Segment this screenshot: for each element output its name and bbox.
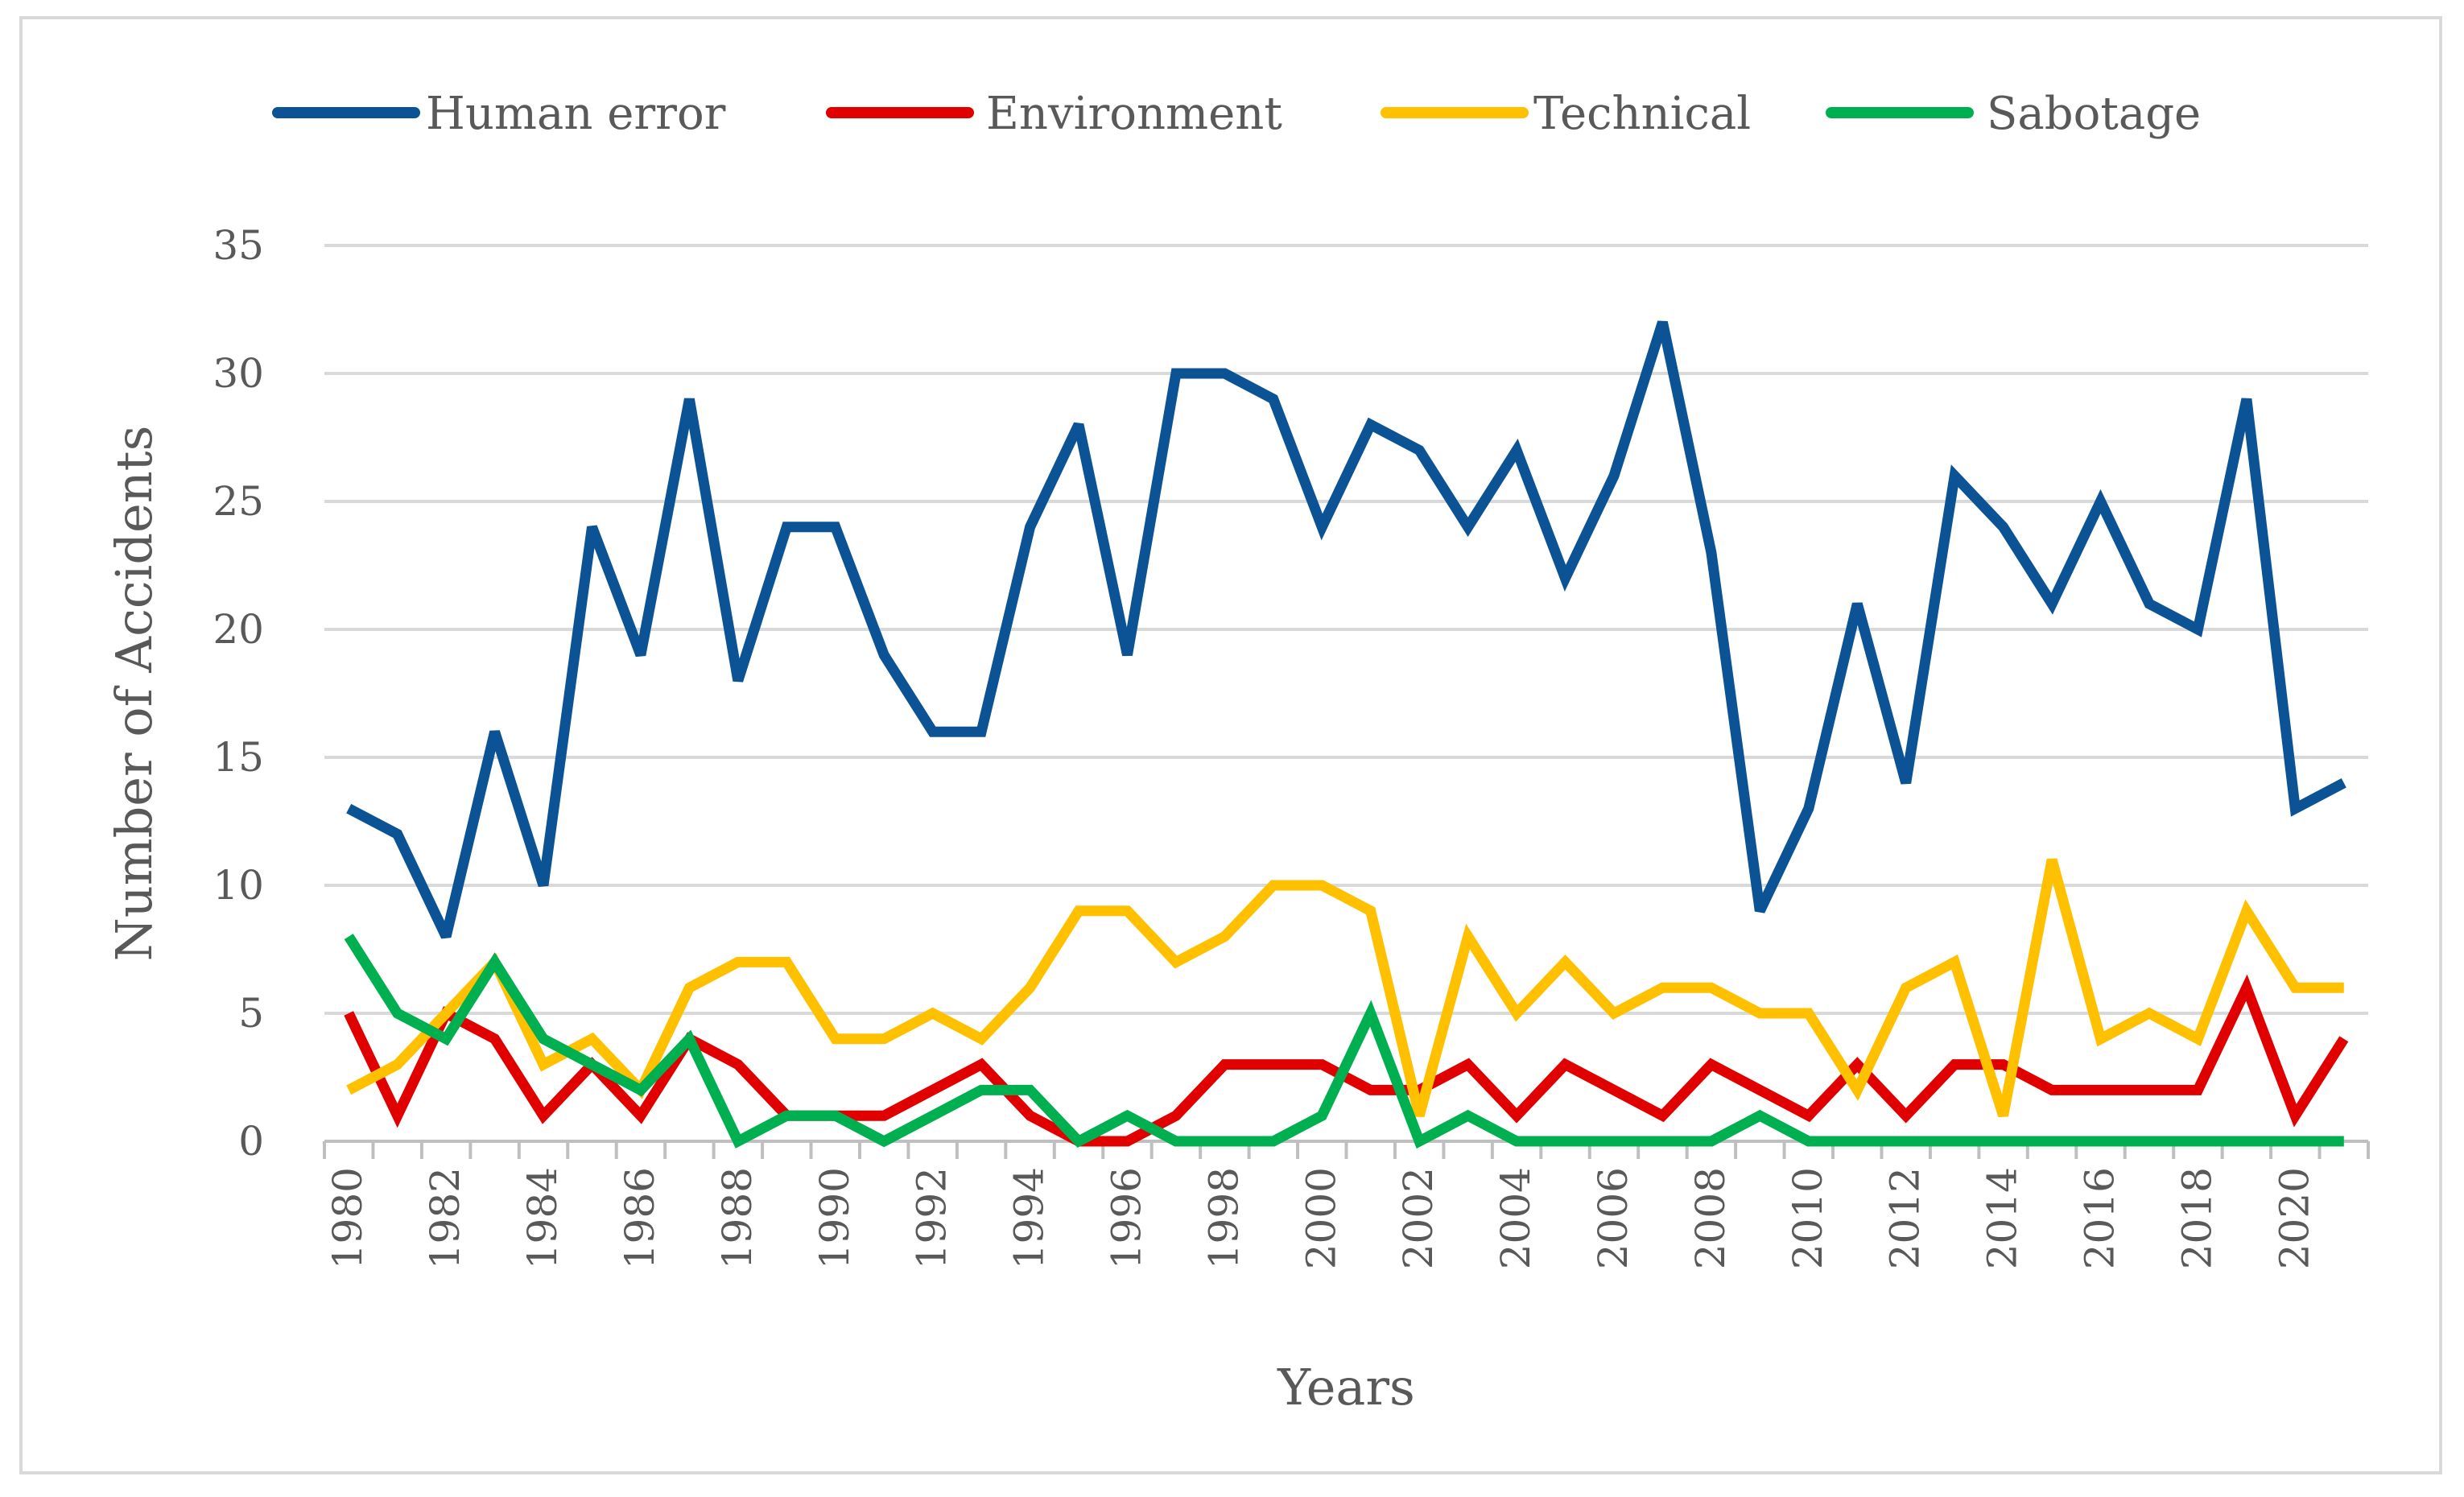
x-tick-label: 2018: [2173, 1167, 2220, 1269]
x-tick-label: 2014: [1979, 1167, 2026, 1269]
legend-label-sabotage: Sabotage: [1987, 88, 2201, 140]
chart-frame: [19, 16, 2442, 1474]
y-tick-label: 0: [238, 1118, 264, 1165]
x-tick-label: 1984: [519, 1167, 566, 1269]
legend-label-technical: Technical: [1533, 88, 1751, 140]
x-axis-ticks: 1980 1982 1984 1986 1988 1990 1992 1994 1996 1998…: [324, 1167, 2317, 1269]
y-tick-label: 25: [213, 478, 264, 525]
y-tick-label: 10: [213, 862, 264, 909]
x-tick-label: 2016: [2077, 1167, 2123, 1269]
series-line-technical: [346, 858, 2344, 1118]
x-tick-label: 1994: [1006, 1167, 1053, 1269]
y-tick-label: 35: [213, 222, 264, 269]
x-tick-label: 1982: [422, 1167, 468, 1269]
x-tick-label: 2010: [1785, 1167, 1831, 1269]
x-tick-label: 1992: [909, 1167, 955, 1269]
x-tick-label: 1996: [1103, 1167, 1149, 1269]
x-axis-title: Years: [1277, 1358, 1415, 1417]
legend: Human error Environment Technical Sabotage: [272, 88, 2201, 140]
y-tick-label: 20: [213, 606, 264, 653]
x-tick-label: 1980: [324, 1167, 371, 1269]
x-tick-label: 1998: [1200, 1167, 1247, 1269]
x-tick-label: 2008: [1687, 1167, 1734, 1269]
y-axis-ticks: 0 5 10 15 20 25 30 35: [213, 222, 264, 1165]
x-tick-label: 2006: [1590, 1167, 1636, 1269]
series-line-human-error: [346, 320, 2346, 939]
x-tick-label: 2004: [1492, 1167, 1539, 1269]
y-tick-label: 30: [213, 350, 264, 397]
y-tick-label: 15: [213, 734, 264, 781]
x-tick-label: 2002: [1395, 1167, 1442, 1269]
x-tick-label: 2000: [1298, 1167, 1344, 1269]
x-tick-label: 1990: [811, 1167, 858, 1269]
legend-label-human-error: Human error: [426, 88, 726, 140]
x-tick-label: 2012: [1882, 1167, 1929, 1269]
legend-label-environment: Environment: [986, 88, 1282, 140]
y-tick-label: 5: [238, 990, 264, 1037]
x-tick-label: 1988: [714, 1167, 761, 1269]
series-line-sabotage: [344, 934, 2344, 1149]
series-lines: [344, 320, 2349, 1149]
x-tick-label: 1986: [617, 1167, 663, 1269]
y-axis-title: Number of Accidents: [105, 426, 163, 962]
x-tick-label: 2020: [2271, 1167, 2317, 1269]
